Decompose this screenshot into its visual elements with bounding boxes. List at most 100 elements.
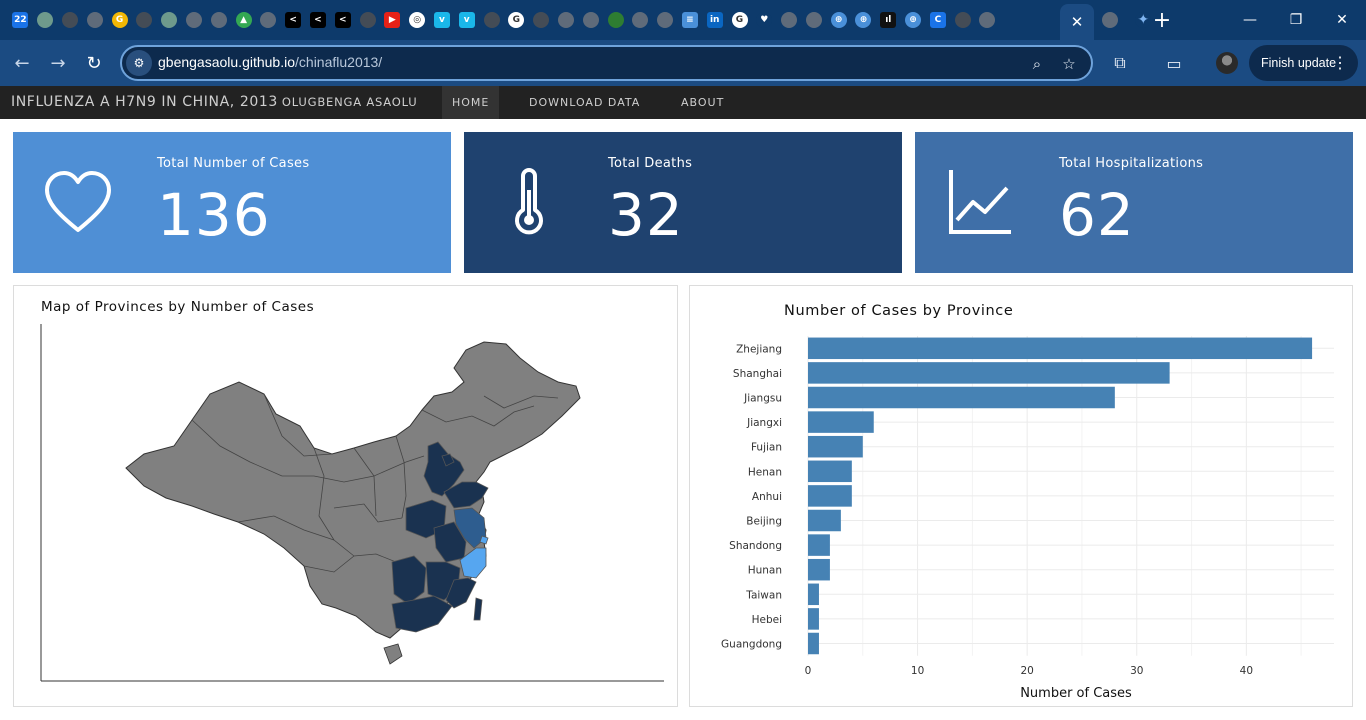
tab-globe-icon[interactable] xyxy=(975,8,1000,32)
tab-site-icon[interactable] xyxy=(33,8,58,32)
cast-search-icon[interactable]: ▭ xyxy=(1166,53,1182,73)
forward-button[interactable]: → xyxy=(50,52,66,74)
map-panel: Map of Provinces by Number of Cases xyxy=(13,285,678,707)
globe-icon xyxy=(185,12,202,28)
tab-c-icon[interactable]: C xyxy=(925,8,950,32)
total-deaths-value: 32 xyxy=(608,181,684,249)
total-deaths-box: Total Deaths 32 xyxy=(464,132,902,273)
x-tick-label: 30 xyxy=(1130,665,1143,677)
linkedin-icon: in xyxy=(706,12,723,28)
tab-share-icon[interactable]: < xyxy=(306,8,331,32)
heart-icon: ♥ xyxy=(756,12,773,28)
province-zhejiang xyxy=(459,547,487,579)
tab-github-icon[interactable] xyxy=(355,8,380,32)
tab-google-icon[interactable]: G xyxy=(727,8,752,32)
tab-globe-icon[interactable] xyxy=(802,8,827,32)
new-tab-button[interactable]: + xyxy=(1152,7,1172,33)
tab-openai-icon[interactable]: ◎ xyxy=(405,8,430,32)
province-taiwan xyxy=(473,597,483,621)
bar-chart-panel: Number of Cases by Province Zhejiang Shan… xyxy=(689,285,1353,707)
more-menu-icon[interactable]: ⋮ xyxy=(1332,55,1348,72)
tab-sparkle-icon[interactable]: ✦ xyxy=(1131,8,1156,32)
bookmark-star-icon[interactable]: ☆ xyxy=(1062,55,1076,73)
minimize-button[interactable]: — xyxy=(1243,12,1257,28)
china-map[interactable] xyxy=(14,286,677,706)
app-brand[interactable]: INFLUENZA A H7N9 IN CHINA, 2013 OLUGBENGA… xyxy=(11,94,417,110)
bar-guangdong xyxy=(808,632,819,655)
tab-heart-icon[interactable]: ♥ xyxy=(752,8,777,32)
share-icon: < xyxy=(309,12,326,28)
tab-site-icon[interactable] xyxy=(157,8,182,32)
nav-about[interactable]: ABOUT xyxy=(671,86,734,119)
tab-globe-icon[interactable] xyxy=(1098,8,1123,32)
bar-hebei xyxy=(808,608,819,630)
bar-anhui xyxy=(808,485,852,507)
close-window-button[interactable]: ✕ xyxy=(1336,12,1348,28)
tab-calendar-icon[interactable]: 22 xyxy=(8,8,33,32)
bar-chart-title: Number of Cases by Province xyxy=(784,303,1014,319)
province-hainan xyxy=(383,643,403,665)
bar-jiangsu xyxy=(808,386,1115,409)
tab-github-icon[interactable] xyxy=(950,8,975,32)
nav-download-data[interactable]: DOWNLOAD DATA xyxy=(519,86,650,119)
total-hospitalizations-value: 62 xyxy=(1059,181,1135,249)
thermometer-icon xyxy=(515,168,543,235)
globe-icon xyxy=(979,12,996,28)
finish-update-button[interactable]: Finish update ⋮ xyxy=(1249,45,1358,81)
tab-drive-icon[interactable]: ▲ xyxy=(231,8,256,32)
bar-chart[interactable]: Zhejiang Shanghai Jiangsu Jiangxi Fujian Hena… xyxy=(690,286,1352,706)
heart-icon xyxy=(45,171,111,232)
tab-share-icon[interactable]: < xyxy=(281,8,306,32)
tab-globe-icon[interactable] xyxy=(628,8,653,32)
tab-globe-icon[interactable] xyxy=(256,8,281,32)
share-icon: < xyxy=(334,12,351,28)
tab-flag-icon[interactable]: ≡ xyxy=(678,8,703,32)
tab-github-icon[interactable] xyxy=(529,8,554,32)
tab-c-icon[interactable] xyxy=(603,8,628,32)
nav-home[interactable]: HOME xyxy=(442,86,500,119)
x-tick-label: 0 xyxy=(805,665,812,677)
tab-github-icon[interactable] xyxy=(132,8,157,32)
tab-globe-icon[interactable] xyxy=(206,8,231,32)
url-text[interactable]: gbengasaolu.github.io/chinaflu2013/ xyxy=(158,54,382,70)
tab-globe-icon[interactable] xyxy=(554,8,579,32)
back-button[interactable]: ← xyxy=(14,52,30,74)
nav-about-label: ABOUT xyxy=(681,96,725,109)
tab-bars-icon[interactable]: ıl xyxy=(876,8,901,32)
province-guangdong xyxy=(391,595,453,633)
tab-github-icon[interactable] xyxy=(58,8,83,32)
profile-avatar[interactable] xyxy=(1216,52,1238,74)
tab-grid-globe-icon[interactable]: ⊕ xyxy=(851,8,876,32)
tab-globe-icon[interactable] xyxy=(578,8,603,32)
tab-globe-icon[interactable] xyxy=(82,8,107,32)
active-tab-close-button[interactable]: ✕ xyxy=(1060,4,1094,40)
y-tick-label: Henan xyxy=(748,466,782,478)
tab-globe-icon[interactable] xyxy=(182,8,207,32)
nav-download-data-label: DOWNLOAD DATA xyxy=(529,96,641,109)
tab-share-icon[interactable]: < xyxy=(330,8,355,32)
finish-update-label: Finish update xyxy=(1261,56,1337,70)
tab-grid-globe-icon[interactable]: ⊕ xyxy=(901,8,926,32)
tab-grid-globe-icon[interactable]: ⊕ xyxy=(826,8,851,32)
tab-globe-icon[interactable] xyxy=(777,8,802,32)
zoom-icon[interactable]: ⌕ xyxy=(1032,55,1042,73)
tab-vimeo-icon[interactable]: v xyxy=(430,8,455,32)
x-axis-title: Number of Cases xyxy=(1020,686,1132,701)
province-hebei xyxy=(423,441,465,497)
site-info-icon[interactable]: ⚙ xyxy=(126,50,152,76)
vimeo-icon: v xyxy=(433,12,450,28)
tab-globe-icon[interactable] xyxy=(653,8,678,32)
tab-vimeo-icon[interactable]: v xyxy=(454,8,479,32)
total-hospitalizations-box: Total Hospitalizations 62 xyxy=(915,132,1353,273)
reload-button[interactable]: ↻ xyxy=(86,52,102,74)
tab-google-icon[interactable]: G xyxy=(504,8,529,32)
address-bar[interactable]: ⚙ gbengasaolu.github.io/chinaflu2013/ ⌕ … xyxy=(120,45,1093,81)
openai-icon: ◎ xyxy=(409,12,426,28)
site-icon xyxy=(161,12,178,28)
tab-g-icon[interactable]: G xyxy=(107,8,132,32)
tab-github-icon[interactable] xyxy=(479,8,504,32)
tab-linkedin-icon[interactable]: in xyxy=(702,8,727,32)
tab-youtube-icon[interactable]: ▶ xyxy=(380,8,405,32)
maximize-button[interactable]: ❐ xyxy=(1289,12,1303,28)
extensions-icon[interactable]: ⧉ xyxy=(1114,53,1126,72)
